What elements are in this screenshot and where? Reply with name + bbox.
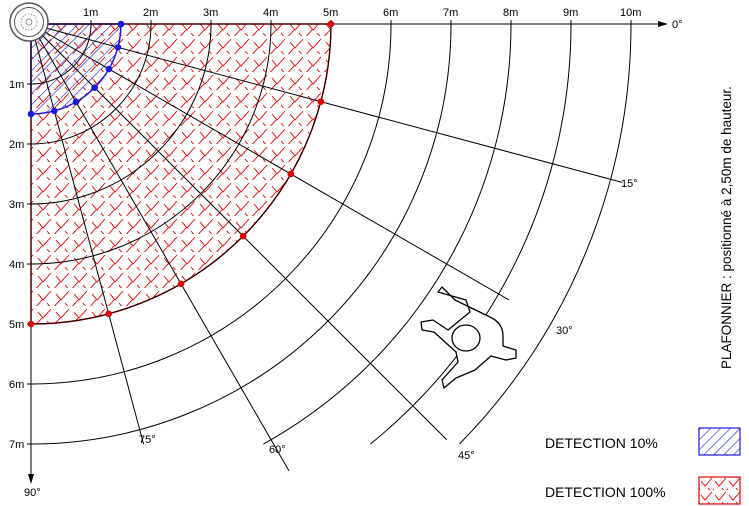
- radial-60: [36, 34, 290, 472]
- top-distance-labels: 1m 2m 3m 4m 5m 6m 7m 8m 9m 10m: [83, 7, 641, 19]
- detection-10-boundary-points: [27, 20, 125, 118]
- arc-10m: [459, 23, 632, 445]
- radial-15: [42, 26, 623, 183]
- distance-label-4m: 4m: [263, 7, 278, 19]
- distance-label-10m: 10m: [620, 7, 641, 19]
- red-dot-45: [239, 232, 247, 240]
- distance-label-7m: 7m: [443, 7, 458, 19]
- vertical-label-7m: 7m: [9, 439, 24, 451]
- distance-label-3m: 3m: [203, 7, 218, 19]
- angle-label-45: 45°: [458, 450, 475, 462]
- ceiling-sensor-icon: [9, 2, 49, 42]
- distance-label-2m: 2m: [143, 7, 158, 19]
- angle-label-30: 30°: [556, 325, 573, 337]
- angle-labels: 0° 15° 30° 45° 60° 75° 90°: [24, 19, 683, 499]
- distance-label-1m: 1m: [83, 7, 98, 19]
- vertical-label-5m: 5m: [9, 319, 24, 331]
- angle-label-90: 90°: [24, 487, 41, 499]
- red-dot-90: [27, 320, 35, 328]
- vertical-label-1m: 1m: [9, 79, 24, 91]
- distance-label-6m: 6m: [383, 7, 398, 19]
- legend: DETECTION 10% DETECTION 100%: [545, 427, 741, 505]
- distance-label-8m: 8m: [503, 7, 518, 19]
- arc-8m: [263, 23, 512, 445]
- legend-label-10: DETECTION 10%: [545, 435, 658, 451]
- legend-swatch-100: [698, 476, 741, 505]
- radial-30: [41, 29, 510, 301]
- angle-label-75: 75°: [139, 434, 156, 446]
- red-dot-30: [287, 170, 295, 178]
- vertical-label-4m: 4m: [9, 259, 24, 271]
- legend-label-100: DETECTION 100%: [545, 484, 666, 500]
- red-dot-60: [177, 280, 185, 288]
- vertical-label-6m: 6m: [9, 379, 24, 391]
- left-distance-labels: 1m 2m 3m 4m 5m 6m 7m: [9, 79, 24, 451]
- person-icon: [420, 286, 517, 389]
- angle-label-15: 15°: [621, 178, 638, 190]
- blue-dot-0: [117, 20, 125, 28]
- detection-100-boundary-points: [27, 20, 335, 328]
- legend-swatch-10: [698, 427, 741, 456]
- vertical-label-2m: 2m: [9, 139, 24, 151]
- angle-radials: [33, 26, 623, 472]
- distance-label-5m: 5m: [323, 7, 338, 19]
- blue-dot-15: [114, 43, 122, 51]
- blue-dot-30: [105, 65, 113, 73]
- distance-label-9m: 9m: [563, 7, 578, 19]
- arc-9m: [370, 23, 572, 445]
- red-dot-75: [105, 310, 112, 318]
- blue-dot-75: [50, 107, 58, 115]
- angle-label-60: 60°: [269, 444, 286, 456]
- radial-75: [33, 35, 145, 445]
- red-dot-15: [317, 98, 325, 105]
- blue-dot-90: [27, 110, 35, 118]
- blue-dot-45: [91, 84, 98, 91]
- blue-dot-60: [72, 98, 80, 106]
- angle-label-0: 0°: [672, 19, 683, 31]
- vertical-label-3m: 3m: [9, 199, 24, 211]
- installation-note: PLAFONNIER : positionné à 2,50m de haute…: [719, 86, 734, 369]
- red-dot-0: [327, 20, 335, 28]
